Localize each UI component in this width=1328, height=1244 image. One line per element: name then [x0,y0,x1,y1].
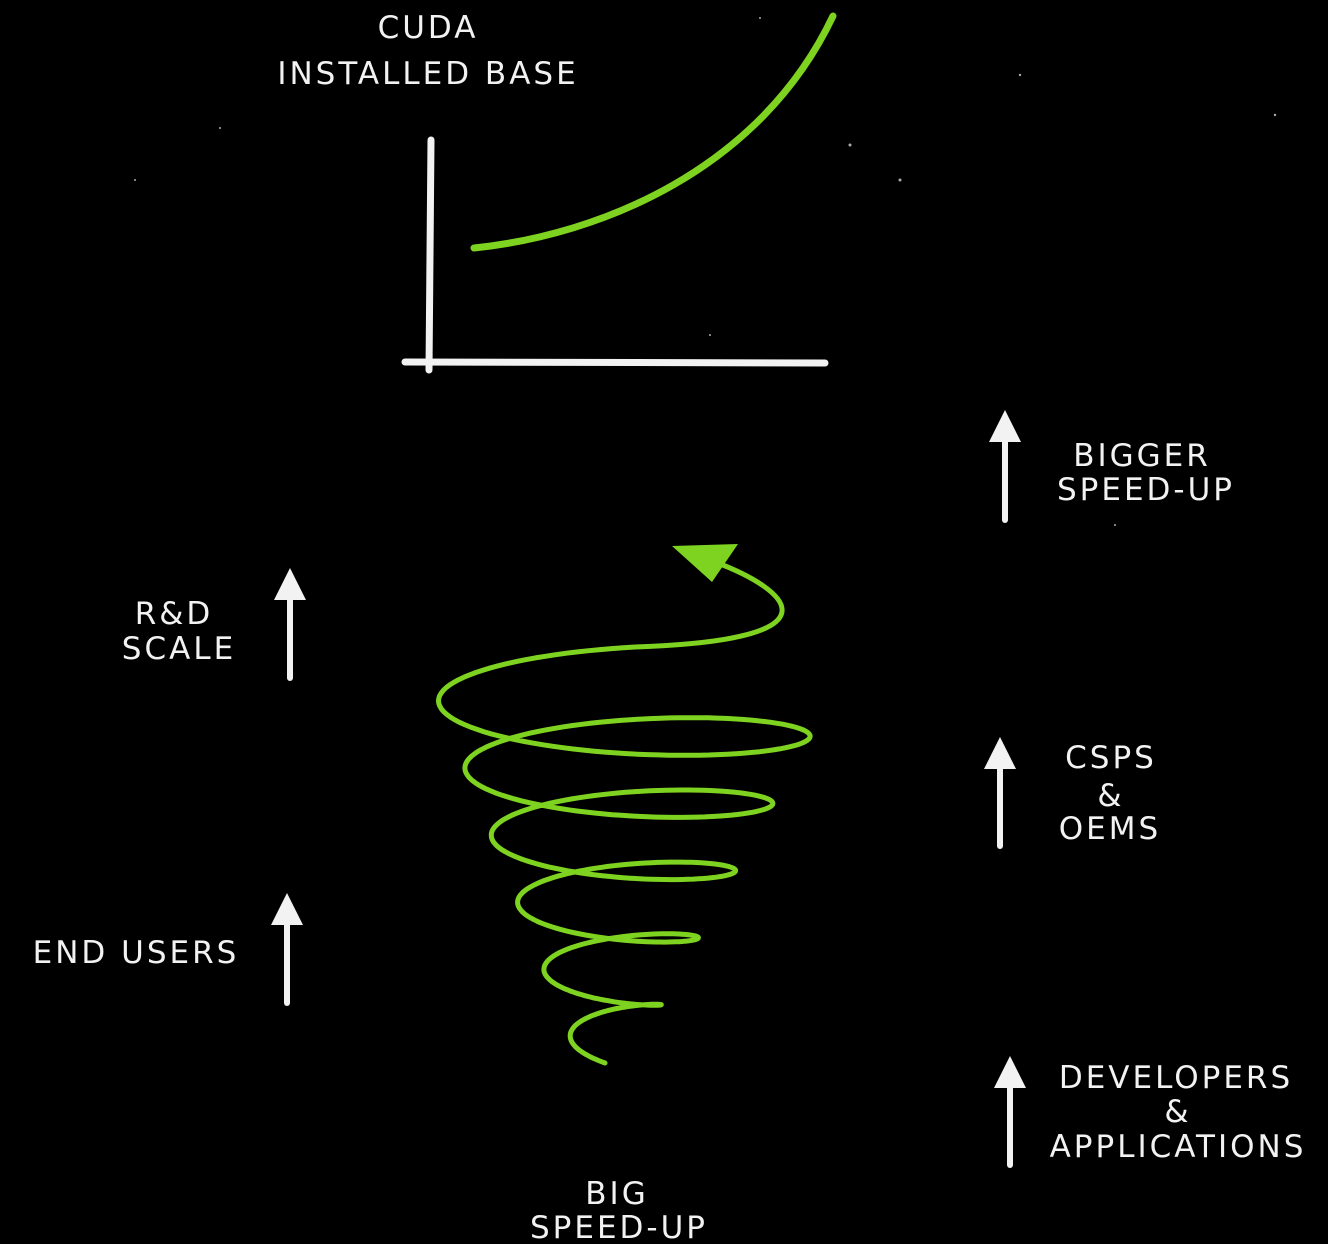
graph-label-line: CUDA [378,10,479,46]
arrow-head [994,1056,1026,1088]
growth-curve [474,16,833,248]
label-line: & [1097,778,1124,814]
arrow-head [274,568,306,600]
label-line: OEMS [1059,811,1161,847]
graph-label: CUDA INSTALLED BASE [277,10,578,92]
label-line: CSPS [1065,740,1157,776]
flywheel-spiral [439,562,811,1063]
arrow-head [989,410,1021,442]
label-line: & [1164,1094,1191,1130]
arrow-head [271,893,303,925]
label-line: APPLICATIONS [1050,1129,1307,1165]
label-line: SPEED-UP [530,1210,708,1244]
label-line: SPEED-UP [1057,472,1235,508]
label-line: BIG [585,1176,648,1212]
y-axis [429,140,431,370]
arrow-head [984,737,1016,769]
spiral-arrowhead [672,544,738,582]
label-line: R&D [135,596,214,632]
graph-label-line: INSTALLED BASE [277,56,578,92]
label-line: SCALE [122,631,236,667]
x-axis [405,362,825,363]
arrows [271,410,1026,1165]
graph-axes [405,140,825,370]
flywheel-diagram: CUDA INSTALLED BASE BIGGER SPEED-UP R&D … [0,0,1328,1244]
label-line: DEVELOPERS [1059,1060,1293,1096]
label-line: BIGGER [1073,438,1211,474]
label-line: END USERS [33,935,240,971]
